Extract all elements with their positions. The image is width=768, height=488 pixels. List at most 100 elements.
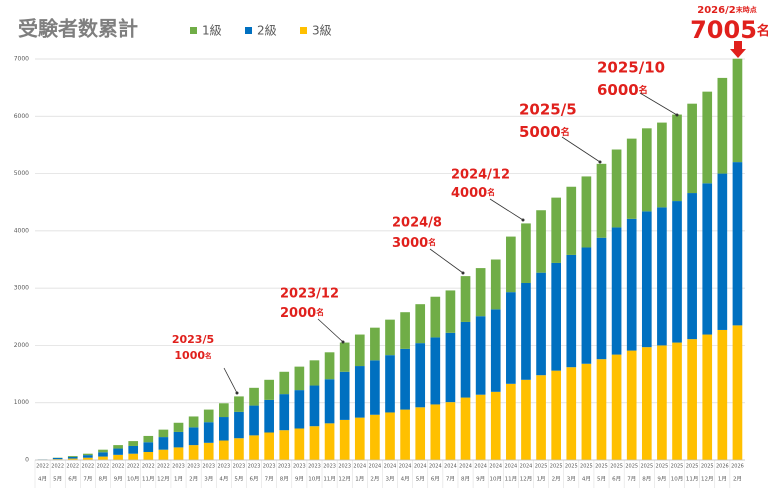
bar-segment bbox=[551, 370, 562, 460]
annotation-count: 1000名 bbox=[174, 349, 211, 362]
bar-segment bbox=[385, 355, 395, 413]
bar-segment bbox=[596, 237, 607, 360]
bar-segment bbox=[611, 354, 622, 460]
bar-segment bbox=[309, 426, 320, 460]
bar-segment bbox=[641, 128, 652, 212]
bar-segment bbox=[249, 435, 259, 460]
bar-segment bbox=[264, 432, 274, 460]
x-tick-year: 2023 bbox=[263, 464, 276, 470]
bar-segment bbox=[294, 428, 305, 460]
x-tick-month: 3月 bbox=[204, 476, 213, 483]
bar-segment bbox=[672, 114, 682, 202]
bar-segment bbox=[657, 345, 667, 460]
bar-segment bbox=[521, 282, 531, 380]
bar-segment bbox=[732, 58, 743, 163]
annotation-count: 5000名 bbox=[519, 123, 570, 141]
bar-segment bbox=[415, 304, 426, 344]
bar-segment bbox=[354, 366, 365, 418]
x-tick-month: 2月 bbox=[370, 476, 379, 483]
bar-segment bbox=[188, 427, 199, 446]
x-tick-year: 2022 bbox=[66, 464, 79, 470]
bar-segment bbox=[67, 455, 78, 457]
legend-swatch bbox=[190, 27, 197, 34]
annotation-arrow bbox=[639, 92, 678, 116]
bar-segment bbox=[475, 394, 486, 460]
bar-segment bbox=[309, 360, 320, 386]
x-tick-year: 2022 bbox=[51, 464, 64, 470]
annotation-value: 3000 bbox=[392, 236, 428, 251]
annotation-value: 5000 bbox=[519, 123, 561, 141]
x-tick-month: 2月 bbox=[189, 476, 198, 483]
x-tick-month: 5月 bbox=[416, 476, 425, 483]
bar-segment bbox=[203, 409, 214, 423]
x-tick-month: 7月 bbox=[446, 476, 455, 483]
annotation-date: 2025/10 bbox=[597, 59, 665, 77]
y-tick-label: 7000 bbox=[14, 56, 29, 63]
bar-segment bbox=[158, 429, 169, 438]
y-tick-label: 4000 bbox=[14, 227, 29, 234]
x-tick-month: 4月 bbox=[38, 476, 47, 483]
x-tick-month: 6月 bbox=[250, 476, 259, 483]
bar-segment bbox=[173, 447, 184, 460]
bar-segment bbox=[188, 445, 199, 460]
x-tick-month: 4月 bbox=[219, 476, 228, 483]
bar-segment bbox=[203, 422, 214, 443]
bar-segment bbox=[611, 149, 622, 228]
x-tick-year: 2025 bbox=[550, 464, 563, 470]
bar-segment bbox=[294, 390, 305, 429]
annotation-unit: 名 bbox=[639, 84, 648, 96]
bar-segment bbox=[460, 276, 471, 322]
bar-segment bbox=[536, 272, 546, 376]
bar-segment bbox=[445, 402, 456, 460]
annotation-arrow bbox=[561, 136, 601, 163]
bar-segment bbox=[430, 296, 441, 338]
bar-segment bbox=[445, 290, 456, 333]
x-tick-month: 11月 bbox=[505, 476, 518, 483]
annotation-count: 4000名 bbox=[451, 186, 495, 201]
bar-segment bbox=[67, 456, 78, 459]
bar-segment bbox=[400, 312, 410, 349]
bar-segment bbox=[128, 445, 139, 454]
x-tick-year: 2024 bbox=[399, 464, 412, 470]
bar-segment bbox=[460, 397, 471, 460]
bar-segment bbox=[687, 193, 697, 340]
bar-segment bbox=[143, 435, 154, 443]
bar-segment bbox=[52, 457, 63, 460]
bar-segment bbox=[339, 419, 350, 460]
x-tick-month: 7月 bbox=[265, 476, 274, 483]
x-tick-year: 2025 bbox=[610, 464, 623, 470]
bar-segment bbox=[581, 176, 592, 248]
x-tick-month: 9月 bbox=[657, 476, 666, 483]
latest-unit: 名 bbox=[757, 23, 768, 39]
x-tick-month: 1月 bbox=[537, 476, 546, 483]
bar-segment bbox=[218, 440, 229, 460]
bar-segment bbox=[566, 367, 577, 460]
x-tick-year: 2024 bbox=[369, 464, 382, 470]
bar-segment bbox=[158, 449, 169, 460]
x-tick-year: 2025 bbox=[701, 464, 714, 470]
x-tick-month: 8月 bbox=[98, 476, 107, 483]
annotation-count: 6000名 bbox=[597, 81, 648, 99]
x-tick-month: 9月 bbox=[476, 476, 485, 483]
y-tick-label: 6000 bbox=[14, 113, 29, 120]
bar-segment bbox=[551, 197, 562, 263]
x-tick-year: 2023 bbox=[187, 464, 200, 470]
x-tick-month: 10月 bbox=[489, 476, 502, 483]
annotation-arrow-head bbox=[521, 218, 525, 222]
annotation-arrow-head bbox=[461, 271, 465, 275]
x-tick-year: 2023 bbox=[323, 464, 336, 470]
bar-segment bbox=[506, 236, 516, 293]
bar-segment bbox=[566, 254, 577, 368]
bar-segment bbox=[475, 316, 486, 395]
bar-segment bbox=[445, 332, 456, 403]
bar-segment bbox=[113, 445, 123, 449]
bar-segment bbox=[309, 385, 320, 427]
bar-segment bbox=[732, 162, 743, 326]
x-tick-month: 7月 bbox=[627, 476, 636, 483]
bar-segment bbox=[218, 403, 229, 418]
x-tick-year: 2023 bbox=[233, 464, 246, 470]
x-tick-year: 2023 bbox=[293, 464, 306, 470]
latest-value: 7005 bbox=[690, 16, 757, 44]
annotation-unit: 名 bbox=[205, 351, 212, 360]
bar-segment bbox=[521, 379, 531, 460]
